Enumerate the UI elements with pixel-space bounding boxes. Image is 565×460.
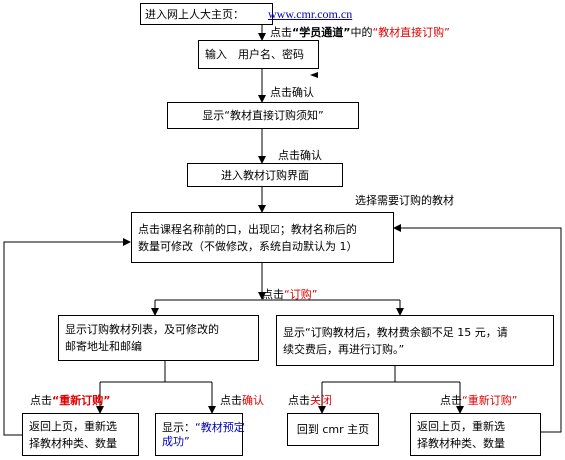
label-part: 点击 <box>288 394 310 407</box>
label-part: “重新订购” <box>462 394 518 407</box>
node-text: 点击课程名称前的口，出现☑；教材名称后的 <box>138 222 357 236</box>
label-part: “重新订购” <box>52 394 111 407</box>
edge-label: 点击“重新订购” <box>30 392 110 408</box>
node-text: 回到 cmr 主页 <box>296 423 370 436</box>
label-part: 点击 <box>30 394 52 407</box>
label-part: 点击确认 <box>270 86 314 99</box>
node: 返回上页，重新选 择教材种类、数量 <box>410 413 541 456</box>
node-text: 输入 用户名、密码 <box>205 48 304 61</box>
label-part: 确认 <box>242 394 264 407</box>
label-part: 点击 <box>220 394 242 407</box>
label-part: “订购” <box>284 288 318 301</box>
node-text: 显示： <box>162 420 195 434</box>
node: 显示“订购教材后，教材费余额不足 15 元，请 续交费后，再进行订购。” <box>276 315 554 366</box>
edge-label: 选择需要订购的教材 <box>355 192 454 208</box>
node-text: 进入网上人大主页： <box>145 7 244 21</box>
node: 显示：“教材预定 成功” <box>155 413 245 456</box>
node-text: 邮寄地址和邮编 <box>65 340 142 353</box>
edge-label: 点击“学员通道”中的“教材直接订购” <box>270 24 450 40</box>
node-text: 数量可修改（不做修改，系统自动默认为 1） <box>138 239 358 253</box>
node-text: 返回上页，重新选 <box>417 419 505 433</box>
loop-arrow <box>3 238 131 436</box>
node: 输入 用户名、密码 <box>198 40 319 69</box>
node-text: 返回上页，重新选 <box>29 419 117 433</box>
label-part: 点击确认 <box>278 149 322 162</box>
edge-label: 点击确认 <box>278 147 322 163</box>
edge-label: 点击关闭 <box>288 392 332 408</box>
node-text: 续交费后，再进行订购。” <box>283 342 405 356</box>
node: 显示订购教材列表，及可修改的 邮寄地址和邮编 <box>58 315 259 361</box>
node-start: 进入网上人大主页： <box>140 3 273 25</box>
label-part: 点击 <box>262 288 284 301</box>
arrow-icon <box>310 72 318 78</box>
node-text: 择教材种类、数量 <box>29 436 117 450</box>
label-part: 关闭 <box>310 394 332 407</box>
node: 点击课程名称前的口，出现☑；教材名称后的 数量可修改（不做修改，系统自动默认为 1… <box>131 212 394 263</box>
label-part: 点击 <box>440 394 462 407</box>
node-text: 成功” <box>162 434 190 448</box>
node-text: 进入教材订购界面 <box>221 168 309 182</box>
node-text: 择教材种类、数量 <box>417 436 505 450</box>
label-part: 选择需要订购的教材 <box>355 194 454 207</box>
node: 回到 cmr 主页 <box>287 413 379 446</box>
node-text: 显示“订购教材后，教材费余额不足 15 元，请 <box>283 325 508 339</box>
link[interactable]: www.cmr.com.cn <box>268 7 353 21</box>
node-text: 显示订购教材列表，及可修改的 <box>65 323 219 336</box>
edge-label: 点击确认 <box>270 84 314 100</box>
edge-label: 点击确认 <box>220 392 264 408</box>
node: 返回上页，重新选 择教材种类、数量 <box>22 413 139 456</box>
edge-label: 点击“订购” <box>262 286 317 302</box>
label-part: 中的 <box>350 26 373 39</box>
node-text: 显示“教材直接订购须知” <box>202 109 324 122</box>
node: 显示“教材直接订购须知” <box>167 102 359 129</box>
node-text: “教材预定 <box>195 420 245 434</box>
label-part: “学员通道” <box>292 26 351 39</box>
edge-label: 点击“重新订购” <box>440 392 517 408</box>
node: 进入教材订购界面 <box>187 163 343 187</box>
label-part: 点击 <box>270 26 292 39</box>
label-part: “教材直接订购” <box>372 26 450 39</box>
loop-arrow <box>393 224 562 433</box>
